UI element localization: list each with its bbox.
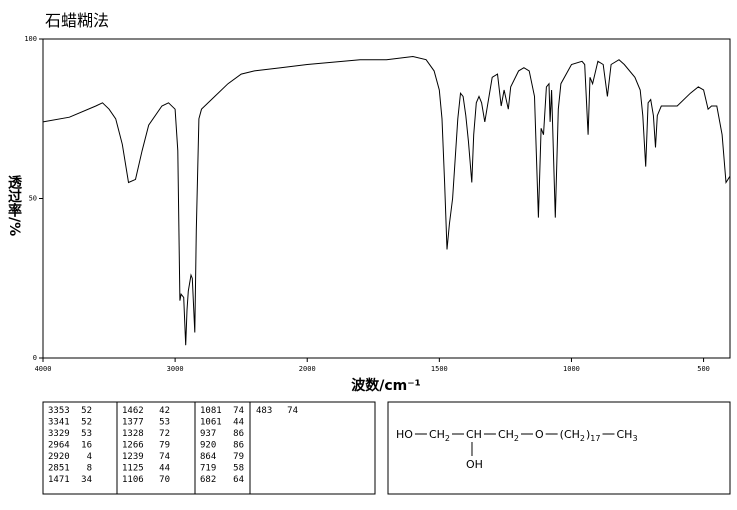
y-tick-label: 50	[29, 195, 37, 203]
peak-table-frame	[42, 401, 376, 495]
peak-transmittance: 52	[81, 418, 92, 428]
peak-transmittance: 44	[233, 418, 244, 428]
peak-wavenumber: 1081	[200, 406, 222, 416]
atom-text: (CH	[560, 428, 580, 441]
x-tick-label: 4000	[35, 365, 52, 373]
atom-group: )17	[586, 428, 600, 443]
peak-wavenumber: 937	[200, 429, 216, 439]
atom-group: O	[535, 428, 544, 441]
atom-group: OH	[466, 458, 483, 471]
y-tick-label: 100	[24, 35, 37, 43]
peak-wavenumber: 2851	[48, 464, 70, 474]
peak-wavenumber: 920	[200, 441, 216, 451]
chart-title: 石蜡糊法	[45, 11, 109, 30]
atom-text: HO	[396, 428, 413, 441]
peak-wavenumber: 1471	[48, 475, 70, 485]
atom-text: CH	[498, 428, 514, 441]
peak-transmittance: 79	[233, 452, 244, 462]
atom-text: O	[535, 428, 544, 441]
atom-group: CH3	[616, 428, 637, 443]
peak-transmittance: 53	[81, 429, 92, 439]
peak-wavenumber: 1239	[122, 452, 144, 462]
x-tick-label: 3000	[167, 365, 184, 373]
y-axis-label: 透过率/%	[6, 175, 22, 236]
x-tick-label: 1000	[563, 365, 580, 373]
peak-wavenumber: 1125	[122, 464, 144, 474]
atom-group: CH2	[498, 428, 519, 443]
peak-wavenumber: 1266	[122, 441, 144, 451]
x-axis-label: 波数/cm⁻¹	[351, 377, 421, 394]
peak-transmittance: 86	[233, 441, 244, 451]
peak-transmittance: 52	[81, 406, 92, 416]
atom-group: CH2	[429, 428, 450, 443]
atom-text: )	[586, 428, 590, 441]
x-tick-label: 2000	[299, 365, 316, 373]
atom-subscript: 2	[445, 434, 450, 443]
peak-transmittance: 64	[233, 475, 244, 485]
x-tick-label: 500	[697, 365, 710, 373]
atom-subscript: 2	[514, 434, 519, 443]
peak-wavenumber: 1106	[122, 475, 144, 485]
spectrum-line	[42, 55, 731, 346]
y-tick-label: 0	[33, 354, 37, 362]
peak-wavenumber: 3341	[48, 418, 70, 428]
peak-wavenumber: 1328	[122, 429, 144, 439]
peak-transmittance: 44	[159, 464, 170, 474]
peak-wavenumber: 682	[200, 475, 216, 485]
peak-transmittance: 79	[159, 441, 170, 451]
peak-transmittance: 8	[87, 464, 92, 474]
peak-wavenumber: 483	[256, 406, 272, 416]
atom-subscript: 2	[580, 434, 585, 443]
peak-wavenumber: 1462	[122, 406, 144, 416]
peak-wavenumber: 2920	[48, 452, 70, 462]
peak-wavenumber: 864	[200, 452, 216, 462]
peak-transmittance: 58	[233, 464, 244, 474]
peak-transmittance: 74	[287, 406, 298, 416]
peak-transmittance: 4	[87, 452, 92, 462]
peak-transmittance: 70	[159, 475, 170, 485]
peak-wavenumber: 3353	[48, 406, 70, 416]
atom-group: HO	[396, 428, 413, 441]
peak-wavenumber: 1377	[122, 418, 144, 428]
atom-subscript: 3	[632, 434, 637, 443]
atom-group: (CH2	[560, 428, 585, 443]
atom-text: CH	[616, 428, 632, 441]
atom-text: CH	[466, 428, 482, 441]
peak-wavenumber: 3329	[48, 429, 70, 439]
peak-transmittance: 16	[81, 441, 92, 451]
structure-frame	[387, 401, 731, 495]
plot-frame	[42, 38, 731, 359]
atom-subscript: 17	[590, 434, 600, 443]
peak-wavenumber: 719	[200, 464, 216, 474]
x-tick-label: 1500	[431, 365, 448, 373]
peak-transmittance: 42	[159, 406, 170, 416]
peak-transmittance: 53	[159, 418, 170, 428]
peak-wavenumber: 1061	[200, 418, 222, 428]
atom-text: CH	[429, 428, 445, 441]
peak-transmittance: 74	[159, 452, 170, 462]
peak-transmittance: 86	[233, 429, 244, 439]
atom-group: CH	[466, 428, 482, 441]
peak-wavenumber: 2964	[48, 441, 70, 451]
peak-transmittance: 74	[233, 406, 244, 416]
peak-transmittance: 72	[159, 429, 170, 439]
peak-transmittance: 34	[81, 475, 92, 485]
